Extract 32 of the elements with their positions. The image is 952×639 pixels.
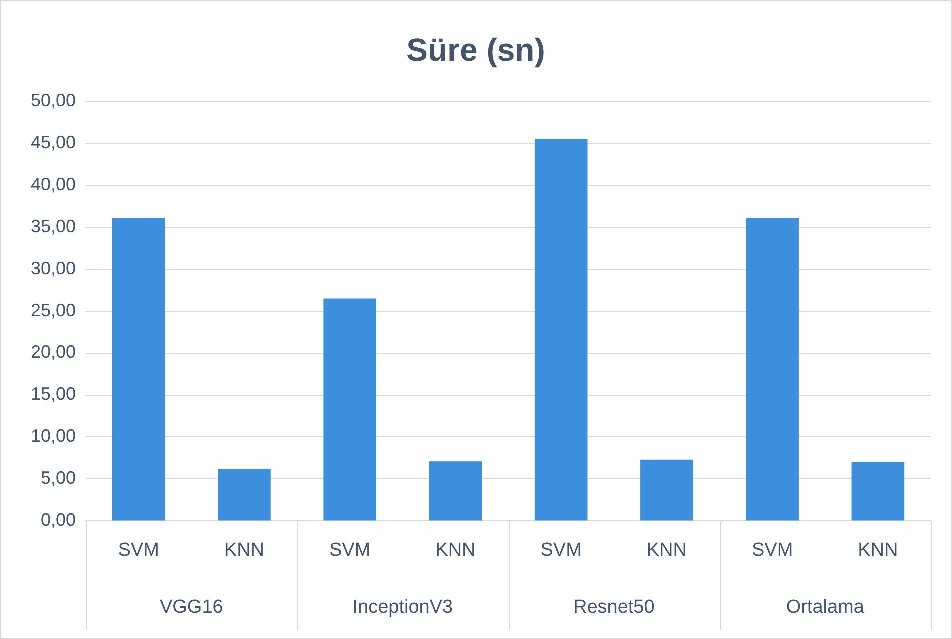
bar	[218, 469, 271, 521]
x-tick-label: SVM	[330, 540, 371, 561]
bar	[429, 462, 482, 521]
bar	[746, 218, 799, 521]
x-tick-label: KNN	[646, 540, 688, 561]
x-tick-label: KNN	[436, 540, 476, 561]
y-tick-label: 0,00	[40, 510, 76, 530]
bar	[640, 460, 694, 521]
x-tick-label: SVM	[540, 540, 582, 561]
x-tick-label: KNN	[858, 540, 898, 561]
bar	[112, 218, 166, 521]
text: Resnet50	[573, 597, 655, 618]
bar	[324, 298, 376, 521]
bar	[852, 462, 905, 521]
x-tick-label: SVM	[118, 540, 160, 561]
y-tick-label: 45,00	[30, 132, 76, 152]
y-tick-label: 10,00	[30, 426, 76, 446]
y-tick-label: 35,00	[30, 216, 76, 236]
y-tick-label: 15,00	[30, 384, 76, 404]
y-tick-label: 30,00	[30, 258, 76, 278]
y-tick-label: 50,00	[30, 90, 76, 110]
text: Ortalama	[786, 597, 865, 618]
y-tick-label: 5,00	[40, 468, 76, 488]
x-tick-label: SVM	[752, 540, 794, 561]
x-tick-label: KNN	[224, 540, 265, 561]
text: InceptionV3	[352, 597, 454, 618]
chart-title: Süre (sn)	[406, 32, 546, 68]
y-tick-label: 20,00	[30, 342, 76, 362]
y-tick-label: 25,00	[30, 300, 76, 320]
bar	[534, 139, 588, 521]
text: VGG16	[160, 597, 224, 618]
y-tick-label: 40,00	[30, 174, 76, 194]
